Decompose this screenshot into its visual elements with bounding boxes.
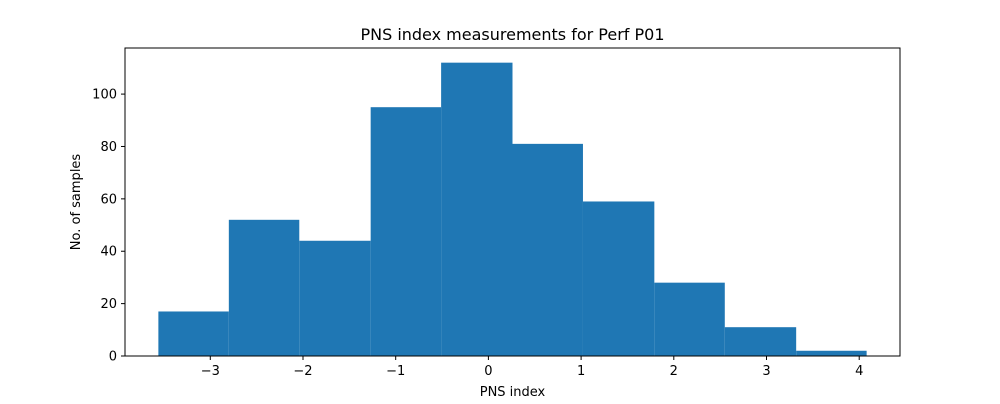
x-tick-label: 2 xyxy=(670,364,678,379)
y-tick-label: 80 xyxy=(100,140,117,155)
histogram-bar-0 xyxy=(158,311,229,356)
y-tick-label: 100 xyxy=(92,88,117,103)
x-tick-label: 1 xyxy=(577,364,585,379)
histogram-bar-2 xyxy=(299,240,371,356)
y-tick-label: 20 xyxy=(100,297,117,312)
histogram-bar-8 xyxy=(724,327,797,356)
y-tick-label: 0 xyxy=(109,350,117,365)
histogram-bar-9 xyxy=(796,350,867,356)
x-tick-label: −1 xyxy=(386,364,405,379)
y-axis-ticks: 0 20 40 60 80 100 xyxy=(92,88,125,365)
y-tick-label: 40 xyxy=(100,245,117,260)
histogram-bar-1 xyxy=(228,219,300,356)
x-axis-ticks: −3 −2 −1 0 1 2 3 4 xyxy=(201,356,863,379)
y-axis-label: No. of samples xyxy=(69,154,84,251)
histogram-bar-5 xyxy=(512,143,583,356)
x-tick-label: −2 xyxy=(293,364,312,379)
x-tick-label: 4 xyxy=(855,364,863,379)
histogram-bar-6 xyxy=(582,201,655,356)
x-axis-label: PNS index xyxy=(480,385,546,400)
histogram-bar-3 xyxy=(370,107,442,356)
x-tick-label: −3 xyxy=(201,364,220,379)
bars-group xyxy=(158,62,867,357)
histogram-bar-7 xyxy=(654,282,725,356)
x-tick-label: 3 xyxy=(762,364,770,379)
x-tick-label: 0 xyxy=(484,364,492,379)
histogram-bar-4 xyxy=(441,62,513,357)
y-tick-label: 60 xyxy=(100,192,117,207)
plot-frame xyxy=(124,47,901,357)
chart-title: PNS index measurements for Perf P01 xyxy=(360,25,664,44)
